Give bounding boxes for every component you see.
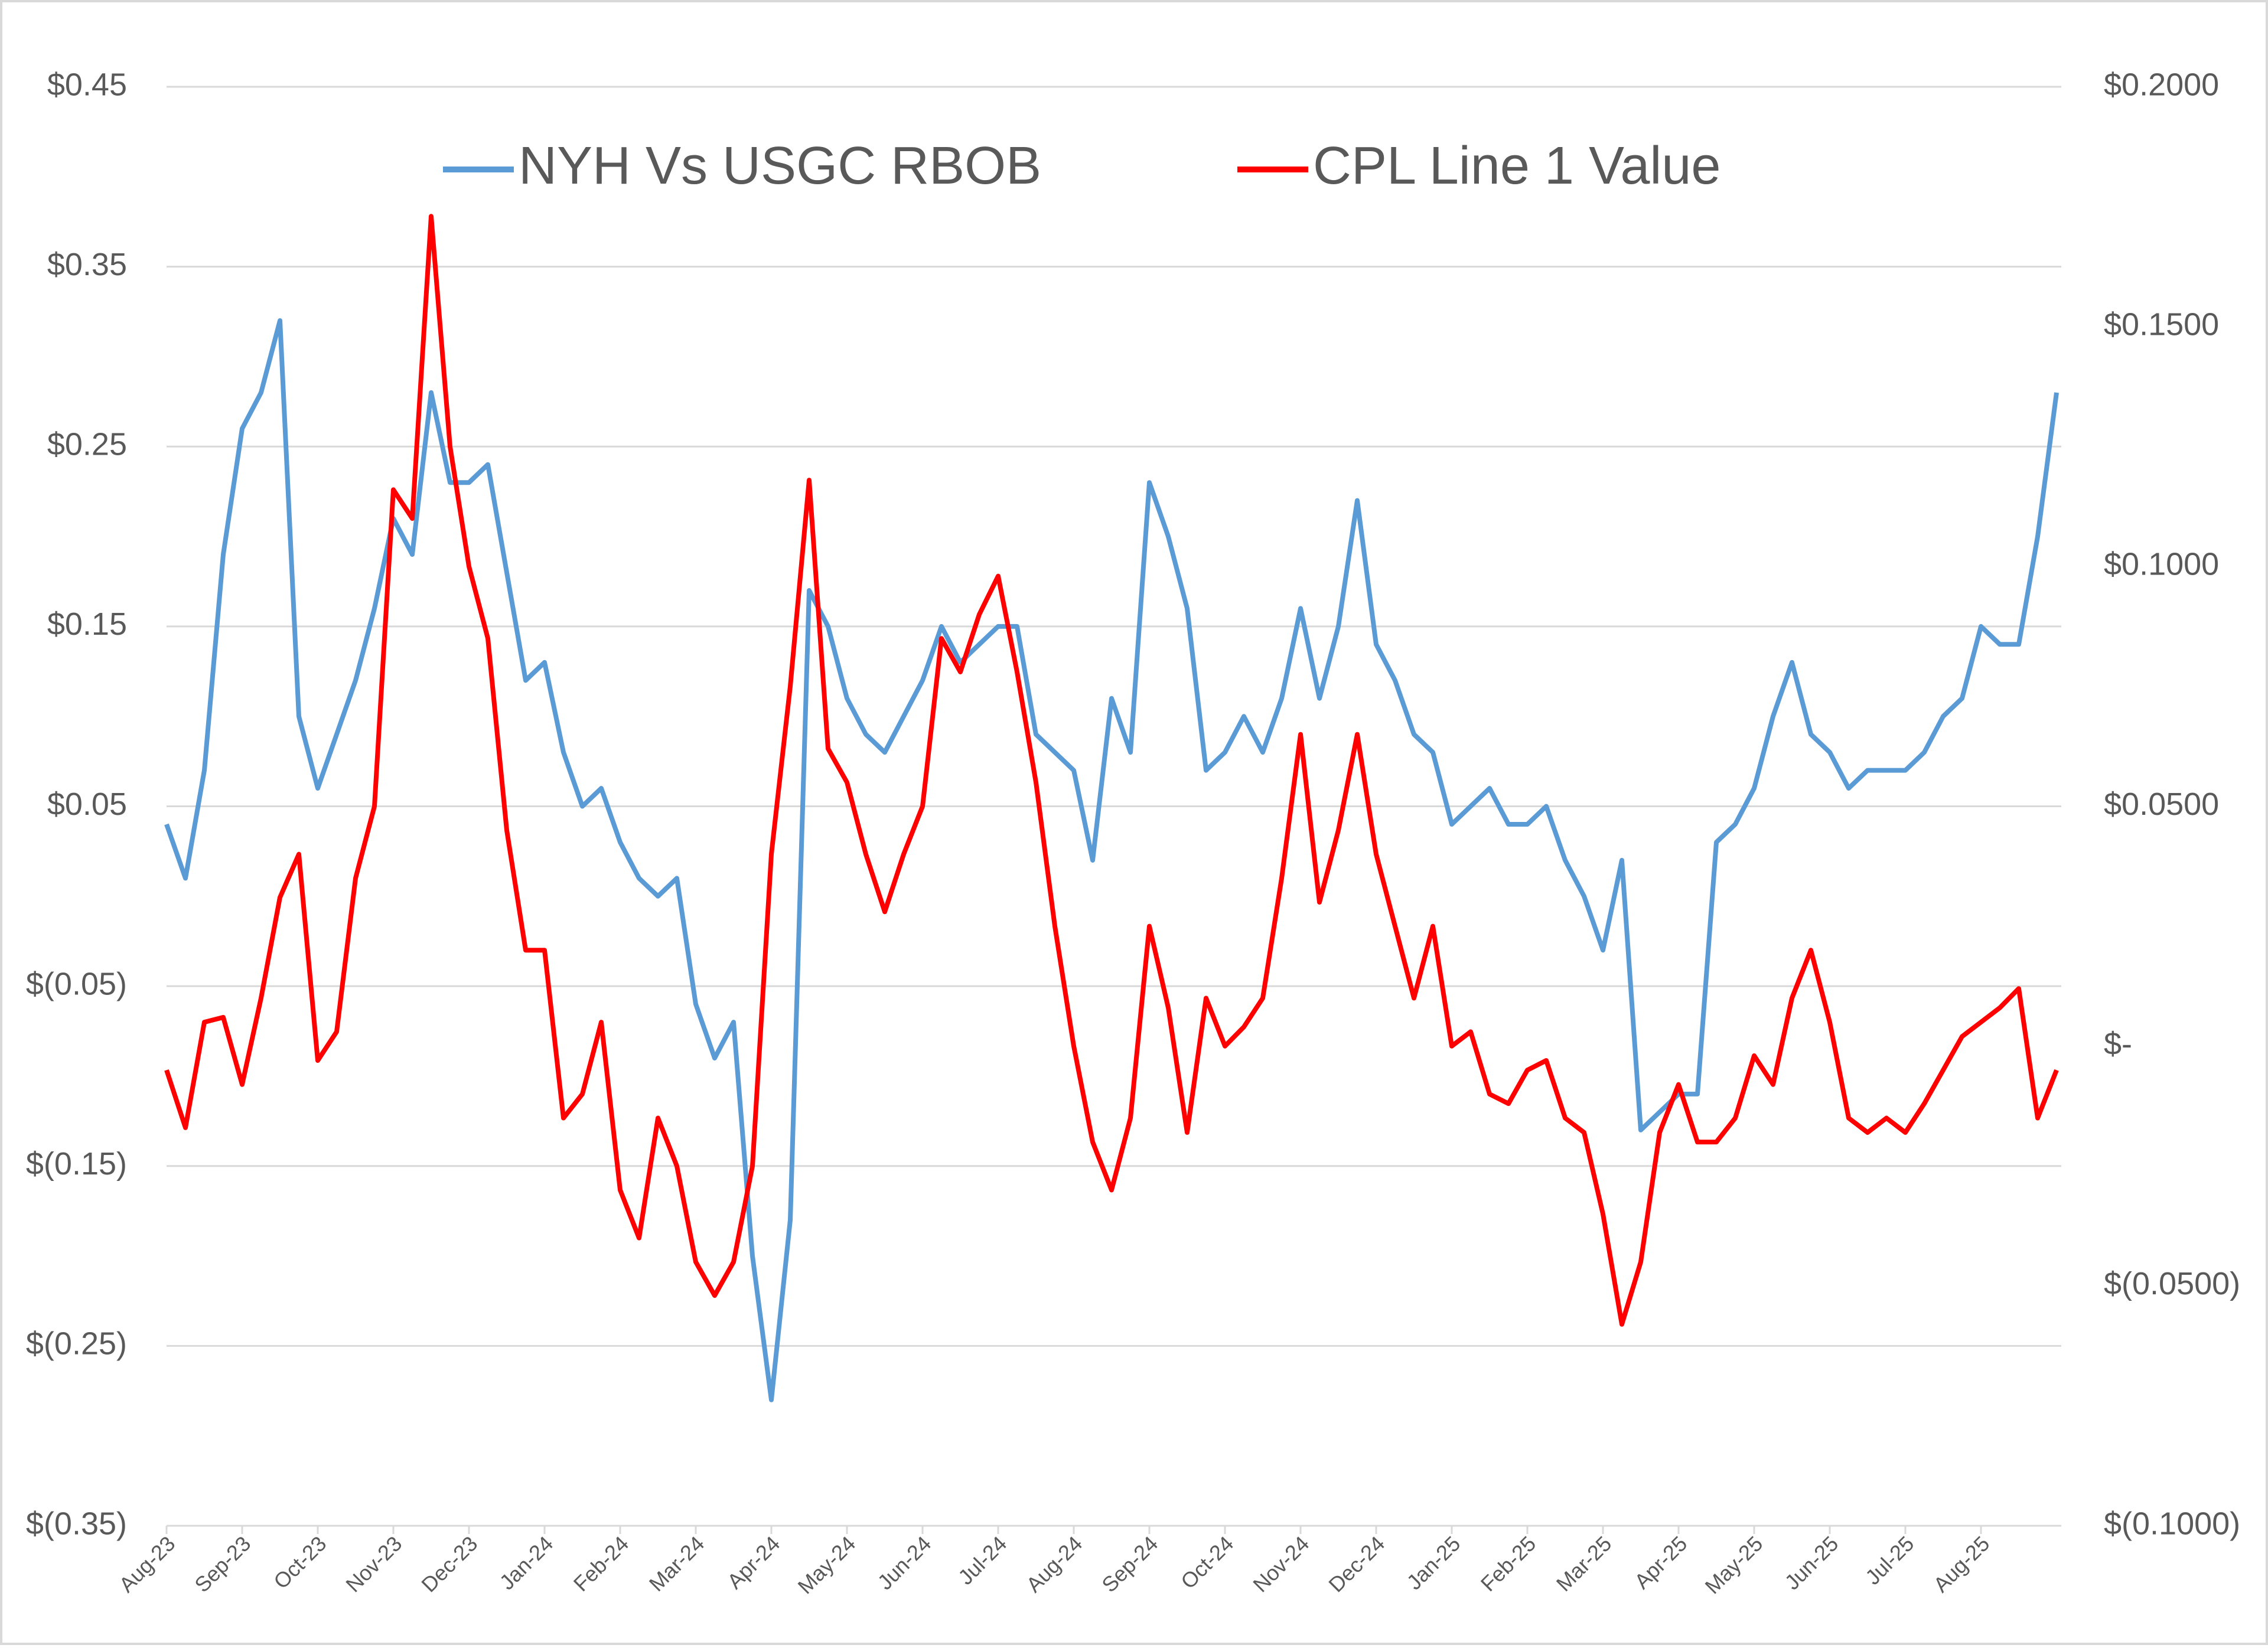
y-tick-label: $(0.35)	[26, 1506, 127, 1541]
y2-tick-label: $0.1000	[2104, 547, 2219, 582]
series-line	[164, 318, 2059, 1402]
y-tick-label: $0.15	[47, 606, 127, 642]
y2-tick-label: $(0.1000)	[2104, 1506, 2240, 1541]
y-tick-label: $0.45	[47, 67, 127, 102]
y-tick-label: $0.25	[47, 427, 127, 462]
y-tick-label: $(0.05)	[26, 966, 127, 1001]
y-tick-label: $(0.25)	[26, 1326, 127, 1362]
legend-label: NYH Vs USGC RBOB	[519, 136, 1041, 195]
y2-tick-label: $0.0500	[2104, 787, 2219, 822]
y2-tick-label: $0.1500	[2104, 306, 2219, 342]
y-tick-label: $(0.15)	[26, 1146, 127, 1182]
y2-tick-label: $(0.0500)	[2104, 1266, 2240, 1301]
y-tick-label: $0.05	[47, 787, 127, 822]
y2-tick-label: $0.2000	[2104, 67, 2219, 102]
series-line	[164, 214, 2059, 1327]
y-tick-label: $0.35	[47, 247, 127, 282]
legend-label: CPL Line 1 Value	[1313, 136, 1720, 195]
y2-tick-label: $-	[2104, 1026, 2132, 1062]
